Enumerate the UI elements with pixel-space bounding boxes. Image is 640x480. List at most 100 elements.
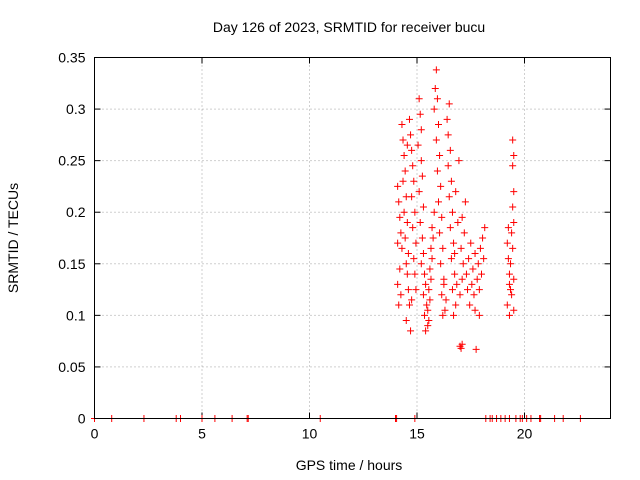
data-point bbox=[424, 306, 432, 314]
x-tick-label: 5 bbox=[198, 426, 206, 442]
data-point bbox=[421, 270, 429, 278]
data-point bbox=[400, 151, 408, 159]
data-point bbox=[426, 296, 434, 304]
x-tick-label: 10 bbox=[302, 426, 318, 442]
data-point bbox=[451, 270, 459, 278]
data-point bbox=[405, 301, 413, 309]
data-point bbox=[410, 255, 418, 263]
data-point bbox=[510, 275, 518, 283]
data-point bbox=[458, 213, 466, 221]
data-point bbox=[509, 136, 517, 144]
data-point bbox=[510, 306, 518, 314]
chart-title: Day 126 of 2023, SRMTID for receiver buc… bbox=[213, 19, 485, 35]
data-point bbox=[447, 255, 455, 263]
data-point bbox=[439, 244, 447, 252]
data-point bbox=[415, 188, 423, 196]
data-point bbox=[416, 110, 424, 118]
data-point bbox=[415, 95, 423, 103]
data-point bbox=[447, 177, 455, 185]
data-point bbox=[425, 286, 433, 294]
data-point bbox=[456, 291, 464, 299]
grid-layer bbox=[94, 57, 611, 419]
data-point bbox=[438, 291, 446, 299]
data-point bbox=[432, 66, 440, 74]
data-point bbox=[396, 213, 404, 221]
data-point bbox=[414, 141, 422, 149]
data-point bbox=[503, 301, 511, 309]
data-point bbox=[416, 219, 424, 227]
data-point bbox=[468, 280, 476, 288]
data-point bbox=[472, 345, 480, 353]
y-axis-label: SRMTID / TECUs bbox=[5, 183, 21, 293]
y-tick-label: 0.1 bbox=[66, 307, 86, 323]
data-point bbox=[395, 301, 403, 309]
data-point bbox=[419, 203, 427, 211]
data-point bbox=[397, 229, 405, 237]
data-point bbox=[417, 260, 425, 268]
data-point bbox=[423, 301, 431, 309]
data-point bbox=[462, 270, 470, 278]
data-point bbox=[464, 286, 472, 294]
label-layer: 0 0.05 0.1 0.15 0.2 0.25 0.3 0.35 0 5 10 15 20 bbox=[58, 50, 532, 442]
data-point bbox=[402, 260, 410, 268]
data-point bbox=[418, 172, 426, 180]
data-point bbox=[450, 239, 458, 247]
data-point bbox=[411, 208, 419, 216]
data-point bbox=[399, 177, 407, 185]
data-point bbox=[404, 286, 412, 294]
data-point bbox=[445, 100, 453, 108]
data-point bbox=[475, 286, 483, 294]
data-point bbox=[426, 265, 434, 273]
data-point bbox=[459, 260, 467, 268]
x-tick-label: 20 bbox=[517, 426, 533, 442]
data-point bbox=[439, 311, 447, 319]
data-point bbox=[421, 311, 429, 319]
data-point bbox=[444, 131, 452, 139]
data-point bbox=[448, 286, 456, 294]
data-point bbox=[405, 115, 413, 123]
data-point bbox=[454, 219, 462, 227]
data-point bbox=[429, 234, 437, 242]
data-point bbox=[508, 291, 516, 299]
data-point bbox=[395, 198, 403, 206]
y-tick-label: 0.3 bbox=[66, 101, 86, 117]
data-point bbox=[399, 136, 407, 144]
x-axis-label: GPS time / hours bbox=[296, 457, 403, 473]
data-point bbox=[504, 224, 512, 232]
data-point bbox=[508, 229, 516, 237]
points-layer bbox=[91, 66, 584, 422]
data-point bbox=[479, 234, 487, 242]
data-point bbox=[398, 244, 406, 252]
data-point bbox=[433, 167, 441, 175]
data-point bbox=[401, 167, 409, 175]
data-point bbox=[452, 188, 460, 196]
data-point bbox=[435, 121, 442, 129]
data-point bbox=[417, 157, 425, 165]
data-point bbox=[436, 151, 444, 159]
data-point bbox=[461, 198, 469, 206]
data-point bbox=[400, 208, 408, 216]
data-point bbox=[440, 280, 448, 288]
data-point bbox=[403, 270, 411, 278]
data-point bbox=[441, 306, 449, 314]
data-point bbox=[427, 275, 435, 283]
data-point bbox=[445, 193, 453, 201]
data-point bbox=[467, 239, 475, 247]
data-point bbox=[422, 280, 430, 288]
x-tick-label: 0 bbox=[91, 426, 99, 442]
data-point bbox=[453, 280, 461, 288]
data-point bbox=[402, 317, 410, 325]
data-point bbox=[408, 296, 416, 304]
data-point bbox=[424, 322, 432, 330]
data-point bbox=[428, 224, 436, 232]
data-point bbox=[478, 270, 485, 278]
data-point bbox=[411, 270, 419, 278]
x-tick-label: 15 bbox=[409, 426, 425, 442]
data-point bbox=[474, 260, 482, 268]
y-tick-label: 0.15 bbox=[58, 256, 85, 272]
data-point bbox=[450, 311, 458, 319]
data-point bbox=[408, 193, 416, 201]
data-point bbox=[437, 182, 445, 190]
